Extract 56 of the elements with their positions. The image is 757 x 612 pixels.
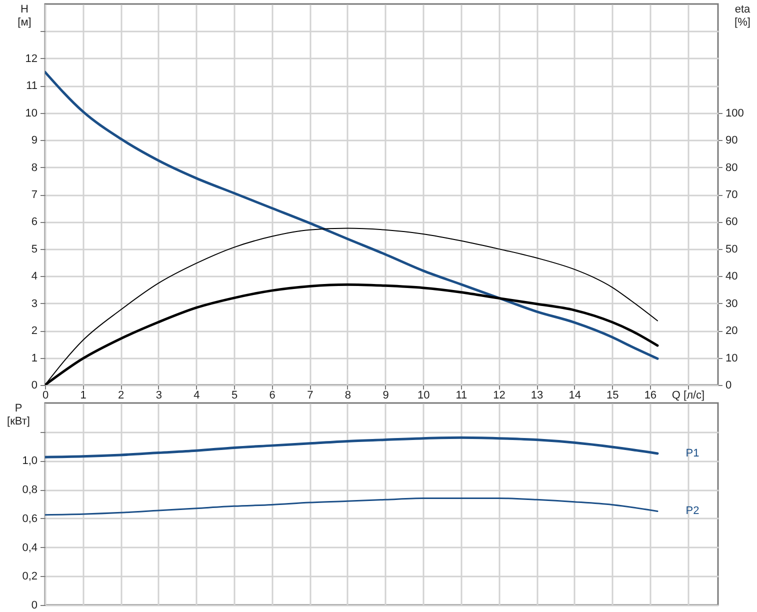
y2-tick-label: 20 (726, 325, 738, 338)
x-tick-label: 10 (417, 390, 430, 402)
y2-tick-label: 0 (726, 380, 732, 392)
line-series (45, 70, 659, 360)
x-tick-label: 6 (269, 390, 276, 402)
x-tick-label: 7 (307, 390, 314, 402)
y-tick-label: 0 (31, 380, 38, 392)
y2-tick-label: 40 (726, 270, 738, 283)
y2-tick-label: 80 (726, 162, 738, 174)
x-tick-label: 16 (644, 390, 657, 402)
y-axis-title: H [м] (18, 4, 32, 28)
line-series (45, 436, 659, 458)
y2-tick-label: 10 (726, 352, 738, 364)
x-tick-label: 14 (568, 390, 581, 402)
x-tick-label: 12 (493, 390, 506, 402)
y2-tick-label: 70 (726, 189, 738, 201)
x-axis-title: Q [л/с] (672, 390, 705, 402)
y-tick-label: 0,6 (22, 512, 38, 525)
y-tick-label: 0,4 (22, 542, 38, 554)
x-tick-label: 4 (194, 390, 200, 402)
y2-tick-label: 100 (726, 107, 744, 120)
line-series (45, 497, 658, 516)
y-tick-label: 2 (31, 325, 38, 338)
x-tick-label: 15 (606, 390, 619, 402)
y2-tick-label: 50 (726, 243, 738, 256)
x-tick-label: 8 (344, 390, 352, 402)
text: P1 (686, 448, 700, 460)
y-tick-label: 12 (25, 52, 38, 65)
y-tick-label: 0,8 (22, 484, 38, 496)
y-tick-label: 7 (31, 189, 38, 201)
y-tick-label: 11 (26, 80, 38, 92)
y2-tick-label: 60 (726, 216, 738, 228)
y-axis-title: P [кВт] (7, 402, 30, 428)
y2-tick-label: 90 (726, 134, 738, 147)
x-tick-label: 9 (382, 390, 389, 402)
text: P2 (686, 505, 700, 518)
y-tick-label: 1 (31, 352, 38, 364)
y2-tick-label: 30 (726, 298, 738, 310)
x-tick-label: 5 (231, 390, 238, 402)
y-tick-label: 6 (31, 216, 38, 228)
x-tick-label: 1 (80, 390, 86, 402)
x-tick-label: 3 (156, 390, 162, 402)
x-tick-label: 11 (456, 390, 468, 402)
y2-axis-title: eta [%] (734, 4, 752, 28)
y-tick-label: 1,0 (22, 455, 38, 468)
x-tick-label: 2 (118, 390, 124, 402)
x-tick-label: 0 (42, 390, 49, 402)
x-tick-label: 13 (530, 390, 544, 402)
y-tick-label: 0 (31, 600, 38, 612)
y-tick-label: 9 (31, 134, 38, 147)
y-tick-label: 0,2 (22, 570, 38, 583)
y-tick-label: 4 (31, 270, 38, 283)
y-tick-label: 8 (31, 162, 38, 174)
y-tick-label: 10 (25, 107, 38, 120)
y-tick-label: 3 (31, 298, 38, 310)
y-tick-label: 5 (31, 243, 38, 256)
